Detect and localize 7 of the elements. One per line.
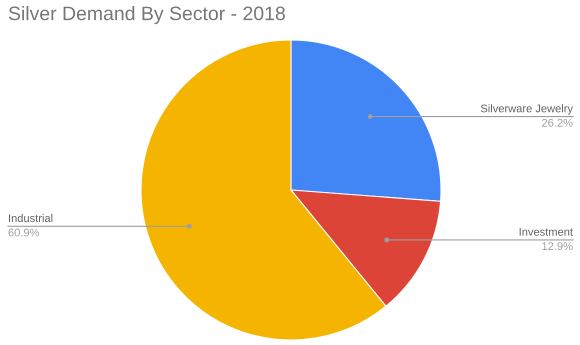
slice-label: Industrial <box>9 214 52 222</box>
data-label: 60.9% <box>8 228 40 236</box>
chart-title: Silver Demand By Sector - 2018 <box>8 6 285 24</box>
slice-label: Silverware Jewelry <box>480 104 573 115</box>
data-label: 26.2% <box>542 118 573 127</box>
data-label: 12.9% <box>542 242 573 250</box>
slice-label: Investment <box>520 228 573 236</box>
